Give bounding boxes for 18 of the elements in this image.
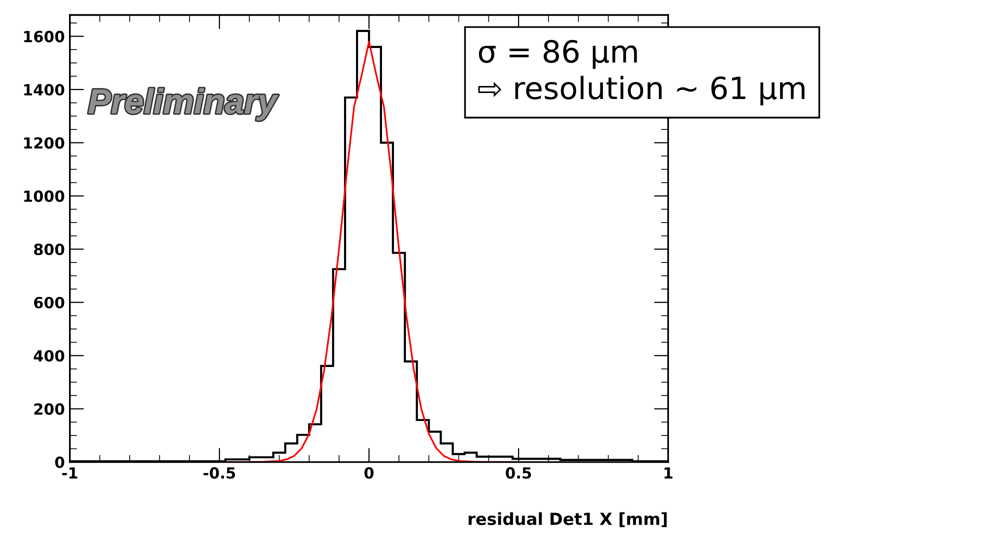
- x-tick-label: 0: [364, 467, 374, 479]
- x-axis-title: residual Det1 X [mm]: [468, 512, 667, 528]
- y-tick-label: 1600: [24, 30, 64, 42]
- x-tick-label: -0.5: [204, 467, 236, 479]
- y-tick-label: 0: [55, 456, 64, 468]
- x-tick-label: 0.5: [506, 467, 532, 479]
- y-tick-label: 1200: [24, 137, 64, 149]
- y-tick-label: 1000: [24, 190, 64, 202]
- y-tick-label: 400: [34, 350, 64, 362]
- y-tick-label: 200: [34, 403, 64, 415]
- annotation: ⇨ resolution ~ 61 µm: [478, 76, 804, 106]
- y-tick-label: 600: [34, 296, 64, 308]
- x-tick-label: -1: [62, 467, 78, 478]
- y-tick-label: 800: [34, 244, 64, 256]
- annotation: σ = 86 µm: [478, 40, 637, 69]
- annotation: Preliminary: [88, 88, 278, 121]
- y-tick-label: 1400: [24, 84, 64, 96]
- x-tick-label: 1: [664, 467, 672, 478]
